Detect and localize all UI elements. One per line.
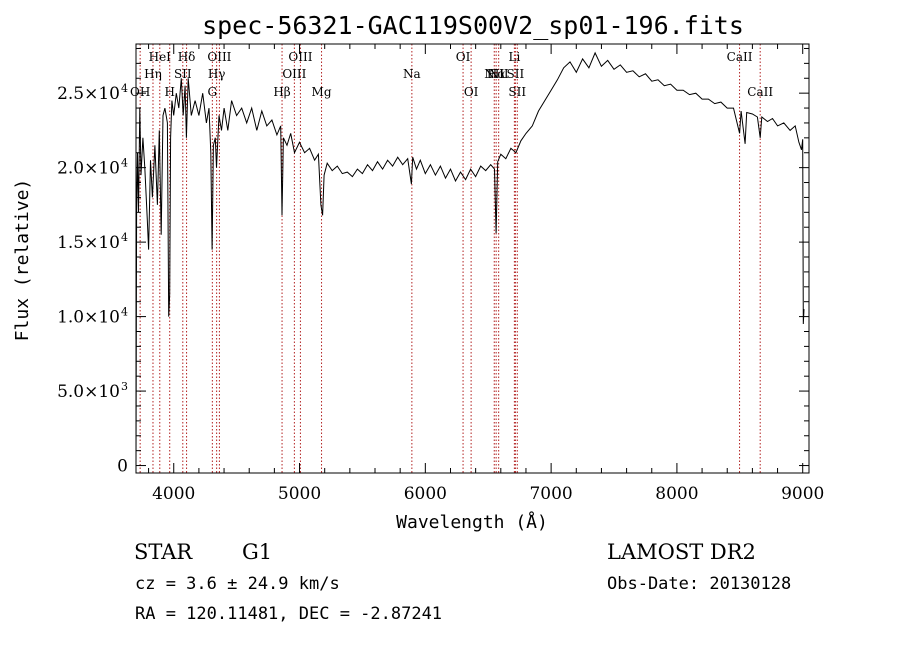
line-label-6: G — [208, 85, 218, 99]
plot-frame — [135, 43, 810, 474]
line-label-5: Hδ — [178, 50, 196, 64]
line-label-12: Mg — [312, 85, 332, 99]
y-tick-label-1: 5.0×10 — [57, 382, 120, 402]
y-tick-exponent-1: 3 — [121, 380, 128, 393]
y-tick-label-3: 1.5×10 — [57, 233, 120, 253]
line-label-10: OIII — [282, 67, 306, 81]
line-label-23: CaII — [747, 85, 773, 99]
redshift-info: cz = 3.6 ± 24.9 km/s — [135, 574, 340, 594]
line-label-9: Hβ — [273, 85, 290, 99]
coordinates: RA = 120.11481, DEC = -2.87241 — [135, 604, 443, 624]
object-subclass: G1 — [242, 540, 273, 564]
line-label-15: OI — [464, 85, 479, 99]
x-tick-label-1: 5000 — [278, 484, 321, 504]
spectrum-series-line — [135, 51, 805, 466]
line-label-18: NII — [489, 67, 509, 81]
line-label-14: OI — [456, 50, 471, 64]
line-label-13: Na — [403, 67, 421, 81]
y-tick-exponent-5: 4 — [121, 82, 128, 95]
line-label-2: HeI — [149, 50, 172, 64]
y-tick-exponent-4: 4 — [121, 157, 128, 170]
line-label-16: NII — [484, 67, 504, 81]
x-axis-ticks: 4000 5000 6000 7000 8000 9000 — [148, 44, 824, 504]
line-label-1: Hη — [144, 67, 162, 81]
y-tick-label-0: 0 — [117, 457, 128, 477]
y-tick-exponent-2: 4 — [121, 306, 128, 319]
line-label-17: Hα — [487, 67, 506, 81]
spectral-line-labels: OHHηHeIHSIIHδGHγOIIIHβOIIIOIIIMgNaOIOINI… — [130, 50, 773, 99]
object-class: STAR — [134, 540, 193, 564]
x-tick-label-0: 4000 — [152, 484, 195, 504]
y-tick-label-4: 2.0×10 — [57, 159, 120, 179]
line-label-4: SII — [174, 67, 192, 81]
spectral-line-markers — [139, 44, 761, 473]
x-tick-label-3: 7000 — [529, 484, 572, 504]
y-tick-label-2: 1.0×10 — [57, 308, 120, 328]
line-label-21: SII — [508, 85, 526, 99]
chart-title: spec-56321-GAC119S00V2_sp01-196.fits — [202, 11, 744, 40]
y-tick-label-5: 2.5×10 — [57, 84, 120, 104]
line-label-20: SII — [507, 67, 525, 81]
x-tick-label-5: 9000 — [781, 484, 824, 504]
line-label-0: OH — [130, 85, 150, 99]
y-tick-exponent-3: 4 — [121, 231, 128, 244]
x-tick-label-2: 6000 — [404, 484, 447, 504]
line-label-8: OIII — [207, 50, 231, 64]
line-label-19: Li — [508, 50, 520, 64]
line-label-3: H — [164, 85, 174, 99]
x-tick-label-4: 8000 — [655, 484, 698, 504]
line-label-11: OIII — [288, 50, 312, 64]
y-axis-label: Flux (relative) — [12, 179, 33, 342]
line-label-7: Hγ — [208, 67, 226, 81]
survey-name: LAMOST DR2 — [607, 540, 756, 564]
obs-date: Obs-Date: 20130128 — [607, 574, 792, 594]
x-axis-label: Wavelength (Å) — [396, 511, 548, 533]
line-label-22: CaII — [727, 50, 753, 64]
